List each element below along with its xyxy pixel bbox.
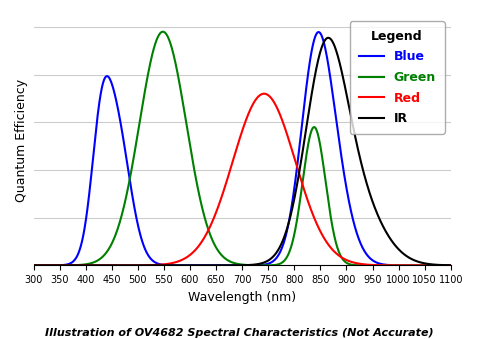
Green: [359, 263, 365, 267]
Red: [234, 147, 239, 151]
Red: [436, 263, 442, 267]
IR: [52, 263, 58, 267]
Blue: [52, 263, 58, 267]
IR: [359, 165, 365, 169]
Green: [234, 262, 239, 266]
Legend: Blue, Green, Red, IR: Blue, Green, Red, IR: [350, 21, 445, 134]
Red: [31, 263, 36, 267]
Blue: [234, 263, 239, 267]
Blue: [436, 263, 442, 267]
IR: [436, 263, 442, 267]
Red: [359, 262, 365, 266]
Green: [436, 263, 442, 267]
Green: [448, 263, 454, 267]
IR: [234, 263, 239, 267]
IR: [31, 263, 36, 267]
Green: [160, 29, 166, 34]
Blue: [222, 263, 228, 267]
Blue: [316, 30, 322, 34]
Red: [448, 263, 454, 267]
Green: [223, 257, 228, 261]
Line: IR: IR: [33, 38, 451, 265]
IR: [222, 263, 228, 267]
Y-axis label: Quantum Efficiency: Quantum Efficiency: [15, 79, 28, 202]
Green: [52, 263, 58, 267]
IR: [436, 263, 442, 267]
Red: [261, 92, 267, 96]
Blue: [31, 263, 36, 267]
Line: Red: Red: [33, 94, 451, 265]
Green: [436, 263, 442, 267]
Text: Illustration of OV4682 Spectral Characteristics (Not Accurate): Illustration of OV4682 Spectral Characte…: [44, 327, 434, 338]
Red: [436, 263, 442, 267]
X-axis label: Wavelength (nm): Wavelength (nm): [188, 291, 296, 304]
Green: [31, 263, 36, 267]
Line: Blue: Blue: [33, 32, 451, 265]
Red: [52, 263, 58, 267]
Red: [222, 183, 228, 187]
IR: [326, 36, 331, 40]
Blue: [359, 245, 365, 249]
IR: [448, 263, 454, 267]
Line: Green: Green: [33, 32, 451, 265]
Blue: [448, 263, 454, 267]
Blue: [436, 263, 442, 267]
